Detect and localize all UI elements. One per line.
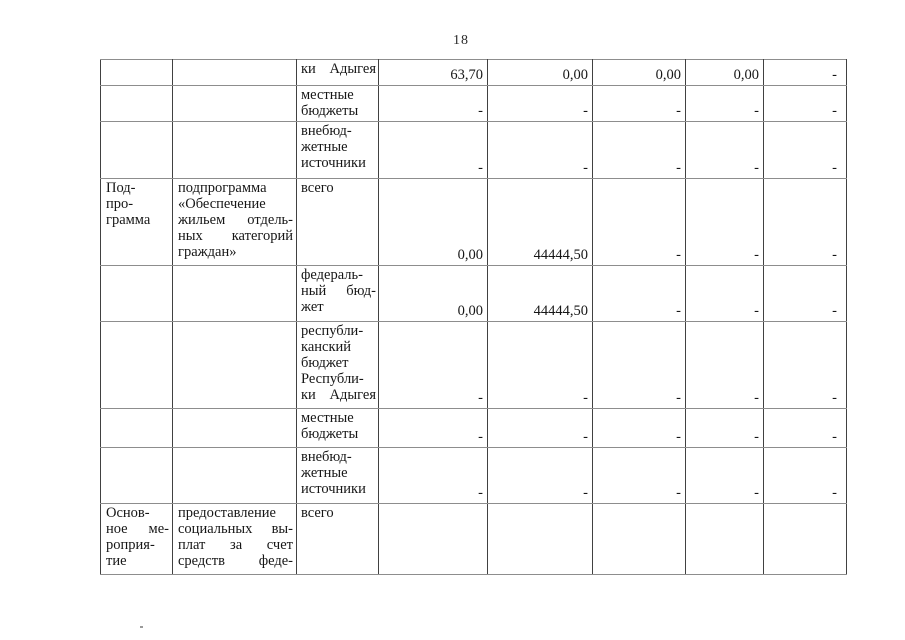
cell-budget-source: внебюд- жетные источники [296,447,379,504]
cell-budget-source: всего [296,178,379,266]
cell-value: - [685,447,764,504]
cell-program: Основ- ное ме- роприя- тие [100,503,173,575]
cell-value: 0,00 [487,59,593,86]
cell-value: - [685,178,764,266]
cell-value: - [487,447,593,504]
cell-program [100,265,173,322]
cell-program: Под- про- грамма [100,178,173,266]
cell-value: - [763,321,847,409]
cell-value: 63,70 [378,59,488,86]
table-row: местные бюджеты - - - - - [100,408,847,448]
table-row: Под- про- грамма подпрограмма «Обеспечени… [100,178,847,266]
cell-value: - [685,321,764,409]
cell-budget-source: всего [296,503,379,575]
cell-value: - [487,321,593,409]
cell-description [172,85,297,122]
cell-value: - [763,265,847,322]
cell-value: - [378,321,488,409]
cell-value: - [378,85,488,122]
cell-value: - [378,447,488,504]
table-row: местные бюджеты - - - - - [100,85,847,122]
cell-value: - [487,408,593,448]
cell-value [592,503,686,575]
cell-value: 0,00 [685,59,764,86]
table-row: федераль- ный бюд- жет 0,00 44444,50- - - [100,265,847,322]
cell-value: - [763,178,847,266]
cell-description: подпрограмма «Обеспечение жильем отдель-… [172,178,297,266]
cell-value: - [487,85,593,122]
cell-description [172,408,297,448]
cell-value: - [592,321,686,409]
cell-value: - [592,408,686,448]
cell-value: 0,00 [592,59,686,86]
cell-budget-source: ки Адыгея [296,59,379,86]
cell-budget-source: федераль- ный бюд- жет [296,265,379,322]
cell-value: - [763,59,847,86]
cell-program [100,121,173,179]
cell-value: - [763,85,847,122]
cell-value: 44444,50 [487,265,593,322]
table-row: внебюд- жетные источники - - - - - [100,447,847,504]
scan-artifact-dot [140,626,143,628]
cell-description [172,121,297,179]
cell-value: - [378,121,488,179]
cell-value: - [487,121,593,179]
budget-table: ки Адыгея 63,70 0,00 0,00 0,00- местные бюдже… [100,59,847,575]
cell-value: - [592,447,686,504]
cell-value: - [592,121,686,179]
cell-value: - [763,447,847,504]
cell-program [100,447,173,504]
cell-value: - [685,121,764,179]
cell-value [378,503,488,575]
cell-value: - [378,408,488,448]
cell-value: - [685,408,764,448]
table-row: республи- канский бюджет Республи- ки Ад… [100,321,847,409]
cell-value: - [592,178,686,266]
cell-program [100,408,173,448]
cell-value: 0,00 [378,178,488,266]
cell-description: предоставление социальных вы- плат за сч… [172,503,297,575]
page-number: 18 [453,33,469,48]
cell-budget-source: внебюд- жетные источники [296,121,379,179]
cell-value: - [763,121,847,179]
cell-description [172,265,297,322]
cell-value [487,503,593,575]
cell-program [100,321,173,409]
cell-program [100,85,173,122]
cell-program [100,59,173,86]
cell-budget-source: местные бюджеты [296,408,379,448]
cell-description [172,447,297,504]
table-row: Основ- ное ме- роприя- тие предоставление… [100,503,847,575]
cell-value: - [685,265,764,322]
cell-value: - [763,408,847,448]
cell-value: - [592,85,686,122]
cell-budget-source: местные бюджеты [296,85,379,122]
cell-description [172,321,297,409]
cell-value: - [592,265,686,322]
cell-value: 44444,50 [487,178,593,266]
cell-budget-source: республи- канский бюджет Республи- ки Ад… [296,321,379,409]
table-row: внебюд- жетные источники - - - - - [100,121,847,179]
table-row: ки Адыгея 63,70 0,00 0,00 0,00- [100,59,847,86]
cell-value [763,503,847,575]
cell-value: - [685,85,764,122]
budget-table-body: ки Адыгея 63,70 0,00 0,00 0,00- местные бюдже… [100,59,847,575]
cell-value [685,503,764,575]
cell-value: 0,00 [378,265,488,322]
cell-description [172,59,297,86]
